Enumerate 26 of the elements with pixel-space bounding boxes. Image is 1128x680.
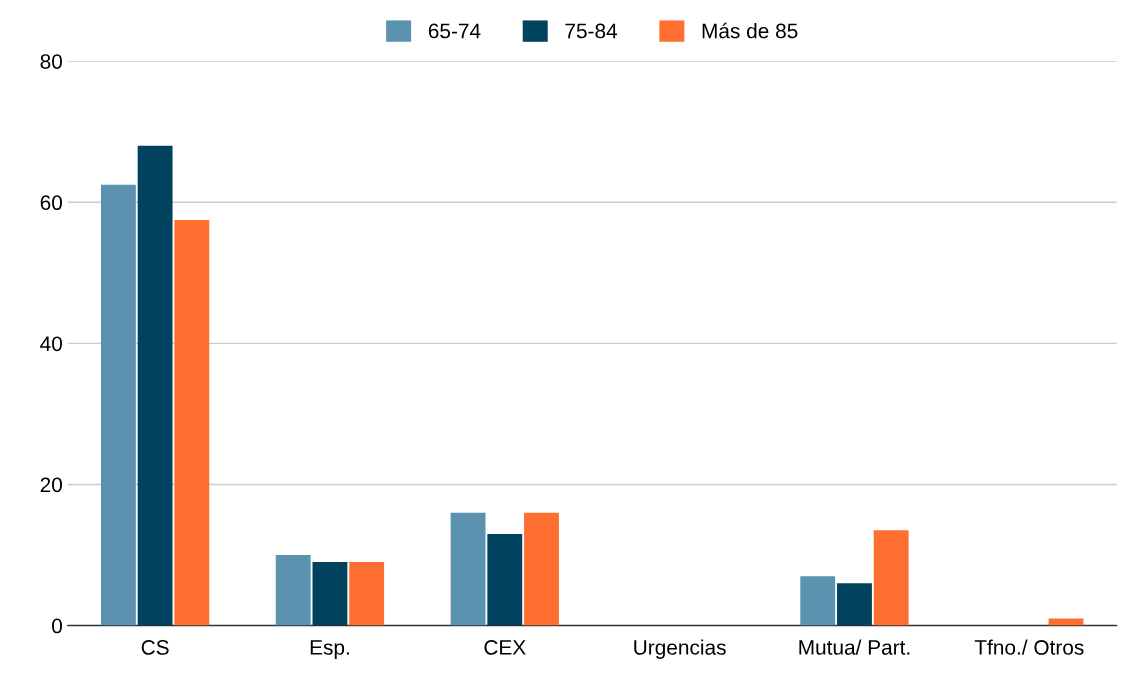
bar	[487, 533, 523, 626]
legend-label: Más de 85	[702, 22, 798, 39]
bar	[837, 583, 872, 626]
x-tick-label: CEX	[484, 640, 526, 655]
bar	[137, 145, 173, 626]
bar	[349, 562, 385, 626]
x-tick-label: Mutua/ Part.	[799, 639, 910, 655]
x-tick-label: Tfno./ Otros	[974, 639, 1084, 655]
legend-label: 75-84	[565, 23, 618, 39]
x-tick-label: CS	[141, 640, 169, 655]
bar	[174, 219, 210, 626]
bar	[312, 562, 348, 626]
bar	[275, 555, 311, 626]
y-tick-label: 20	[40, 477, 63, 493]
bar	[450, 512, 486, 626]
bar	[800, 576, 836, 626]
y-tick-label: 0	[52, 618, 63, 634]
y-tick-label: 60	[40, 195, 63, 211]
x-tick-label: Urgencias	[634, 639, 726, 659]
legend-label: 65-74	[428, 23, 481, 39]
y-tick-label: 40	[40, 336, 63, 352]
x-tick-label: Esp.	[310, 640, 349, 659]
bar	[873, 530, 909, 626]
y-tick-label: 80	[40, 54, 63, 69]
bar	[100, 184, 136, 626]
bar	[524, 512, 559, 626]
